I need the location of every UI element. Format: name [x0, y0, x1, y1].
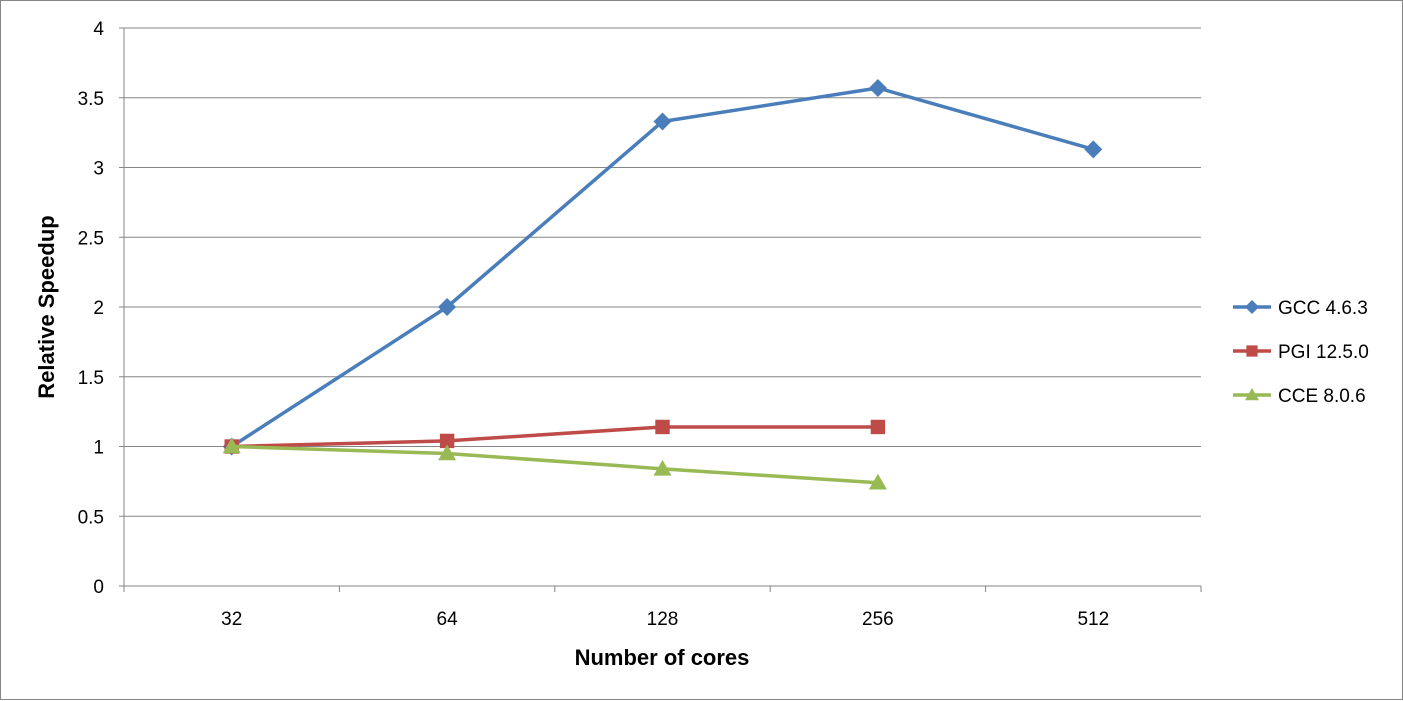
gridlines	[124, 27, 1201, 517]
legend-label: PGI 12.5.0	[1278, 342, 1369, 363]
diamond-marker	[653, 112, 672, 131]
x-tick-label: 32	[221, 609, 242, 630]
triangle-marker	[438, 444, 457, 461]
legend-label: GCC 4.6.3	[1278, 298, 1368, 319]
series-line-2	[231, 444, 879, 485]
square-marker	[1246, 345, 1258, 357]
triangle-marker	[222, 437, 241, 454]
diamond-marker	[1084, 140, 1103, 159]
y-tick-label: 4	[93, 19, 104, 40]
x-tick-label: 64	[437, 609, 459, 630]
series-lines	[222, 78, 1103, 490]
diamond-marker	[868, 78, 887, 97]
square-marker	[655, 419, 670, 435]
diamond-marker	[1245, 300, 1259, 314]
triangle-marker	[868, 473, 887, 490]
series-line-1	[231, 425, 878, 449]
x-tick-label: 256	[862, 609, 894, 630]
square-marker	[870, 419, 886, 435]
axes	[119, 27, 1202, 592]
y-tick-label: 0	[93, 577, 104, 598]
triangle-marker	[1245, 388, 1259, 401]
y-tick-label: 0.5	[78, 507, 104, 528]
y-tick-label: 1.5	[78, 368, 104, 389]
y-tick-label: 1	[93, 438, 104, 459]
y-tick-label: 3.5	[78, 89, 104, 110]
square-marker	[439, 433, 455, 449]
legend-label: CCE 8.0.6	[1278, 386, 1366, 407]
diamond-marker	[438, 298, 457, 316]
y-tick-label: 2	[93, 298, 104, 319]
x-tick-label: 128	[647, 609, 679, 630]
triangle-marker	[653, 459, 672, 476]
y-tick-label: 2.5	[78, 228, 104, 249]
tick-labels: 0 0.5 1 1.5 2 2.5 3 3.5 4 32 64 128 256 512	[78, 19, 1110, 630]
legend: GCC 4.6.3 PGI 12.5.0 CCE 8.0.6	[1233, 298, 1369, 407]
y-tick-label: 3	[93, 159, 104, 180]
y-axis-title: Relative Speedup	[34, 215, 59, 398]
series-line-0	[230, 86, 1094, 448]
x-tick-label: 512	[1077, 609, 1109, 630]
x-axis-title: Number of cores	[575, 645, 750, 670]
